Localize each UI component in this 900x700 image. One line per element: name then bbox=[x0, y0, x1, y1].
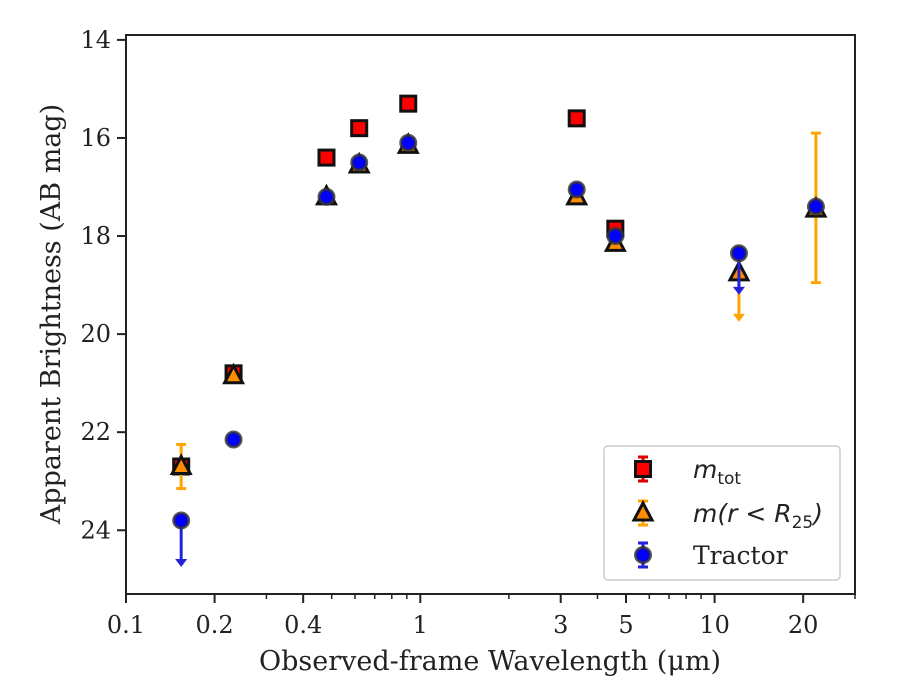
legend-label: Tractor bbox=[693, 541, 788, 570]
m-r25-point bbox=[169, 453, 193, 476]
legend-entry: mtot bbox=[634, 455, 741, 489]
legend-marker bbox=[634, 546, 652, 564]
x-tick-label: 0.1 bbox=[107, 611, 145, 639]
series-2 bbox=[172, 133, 825, 568]
m-tot-point bbox=[567, 109, 586, 128]
y-tick-label: 22 bbox=[80, 418, 111, 446]
legend-entry: m(r < R25) bbox=[631, 499, 823, 533]
axes-frame bbox=[125, 34, 856, 595]
legend-label: mtot bbox=[693, 455, 741, 489]
legend: mtot m(r < R25) Tractor bbox=[603, 445, 841, 581]
legend-entry: Tractor bbox=[634, 541, 788, 570]
tractor-point bbox=[350, 153, 369, 172]
legend-marker bbox=[634, 460, 652, 478]
tractor-point bbox=[399, 133, 418, 152]
legend-box bbox=[603, 445, 841, 581]
tractor-point bbox=[606, 227, 625, 246]
m-tot-point bbox=[399, 94, 418, 113]
x-tick-label: 1 bbox=[413, 611, 428, 639]
x-tick-label: 0.4 bbox=[284, 611, 322, 639]
y-axis-label: Apparent Brightness (AB mag) bbox=[36, 104, 67, 525]
tractor-point bbox=[172, 511, 191, 530]
y-tick-label: 18 bbox=[80, 222, 111, 250]
tractor-point bbox=[806, 197, 825, 216]
tractor-point bbox=[567, 180, 586, 199]
tractor-point bbox=[729, 244, 748, 263]
legend-marker bbox=[631, 499, 655, 522]
x-tick-label: 20 bbox=[788, 611, 819, 639]
x-tick-label: 5 bbox=[618, 611, 633, 639]
legend-label: m(r < R25) bbox=[693, 499, 823, 533]
y-tick-label: 16 bbox=[80, 124, 111, 152]
x-tick-label: 3 bbox=[553, 611, 568, 639]
tractor-point bbox=[224, 430, 243, 449]
m-tot-point bbox=[350, 119, 369, 138]
x-axis-label: Observed-frame Wavelength (μm) bbox=[259, 646, 721, 677]
y-tick-label: 20 bbox=[80, 320, 111, 348]
series-1 bbox=[169, 131, 828, 491]
x-tick-label: 10 bbox=[699, 611, 730, 639]
m-r25-point bbox=[222, 362, 246, 385]
y-tick-label: 14 bbox=[80, 26, 111, 54]
upper-limit-arrowhead bbox=[175, 559, 188, 568]
plot-area bbox=[169, 94, 828, 568]
upper-limit-arrowhead bbox=[732, 286, 745, 295]
m-tot-point bbox=[317, 148, 336, 167]
y-tick-label: 24 bbox=[80, 516, 111, 544]
x-tick-label: 0.2 bbox=[196, 611, 234, 639]
axis-ticks: 0.1 0.2 0.4 1 3 5 10 20 14 16 18 20 22 24 bbox=[80, 26, 856, 639]
tractor-point bbox=[317, 187, 336, 206]
upper-limit-arrowhead bbox=[732, 313, 745, 322]
